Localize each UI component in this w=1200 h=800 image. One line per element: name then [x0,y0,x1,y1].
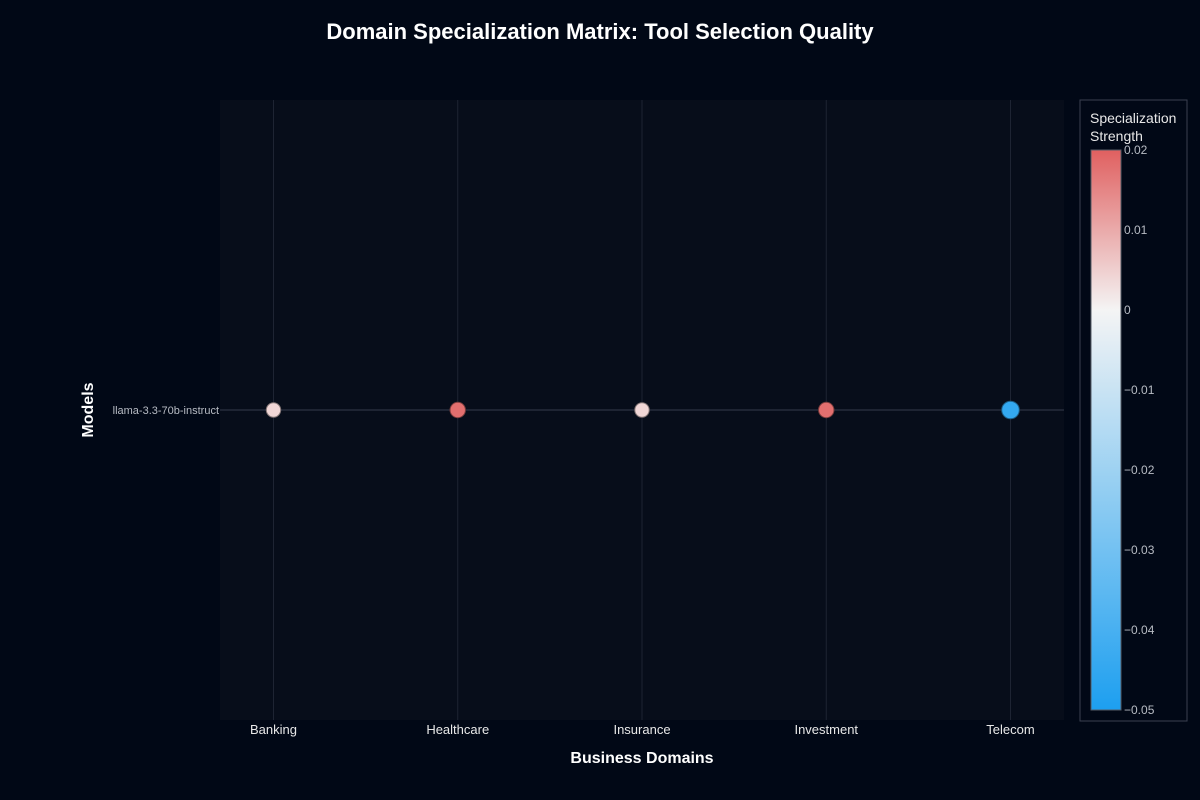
colorbar-tick-label: −0.03 [1124,543,1155,557]
data-point [634,402,650,418]
y-axis-title: Models [80,382,97,437]
colorbar-ticks: 0.02 0.01 0 −0.01 −0.02 −0.03 −0.04 −0.05 [1124,143,1155,717]
x-axis-ticks: Banking Healthcare Insurance Investment Tele… [250,722,1035,737]
colorbar-tick-label: −0.02 [1124,463,1155,477]
y-tick-label: llama-3.3-70b-instruct [113,405,219,417]
colorbar-frame [1079,99,1188,722]
data-point [265,402,282,418]
chart-title: Domain Specialization Matrix: Tool Selec… [326,19,874,44]
data-points [265,400,1020,420]
x-tick-label: Investment [794,722,858,737]
data-point [1001,400,1020,420]
colorbar-tick-label: 0 [1124,303,1131,317]
colorbar-tick-label: −0.05 [1124,703,1155,717]
y-axis-ticks: llama-3.3-70b-instruct [113,405,219,417]
colorbar-tick-label: −0.04 [1124,623,1155,637]
colorbar-gradient [1090,149,1122,711]
x-tick-label: Telecom [986,722,1034,737]
colorbar-tick-label: 0.01 [1124,223,1148,237]
x-tick-label: Healthcare [426,722,489,737]
colorbar: Specialization Strength 0.02 0.01 0 −0.01 −0… [1079,99,1188,722]
data-point [818,401,835,419]
x-tick-label: Banking [250,722,297,737]
colorbar-title-line-1: Specialization [1090,110,1176,126]
data-point [449,401,466,419]
x-axis-title: Business Domains [570,750,713,767]
colorbar-tick-label: 0.02 [1124,143,1148,157]
colorbar-title-line-2: Strength [1090,128,1143,144]
x-tick-label: Insurance [613,722,670,737]
colorbar-tick-label: −0.01 [1124,383,1155,397]
